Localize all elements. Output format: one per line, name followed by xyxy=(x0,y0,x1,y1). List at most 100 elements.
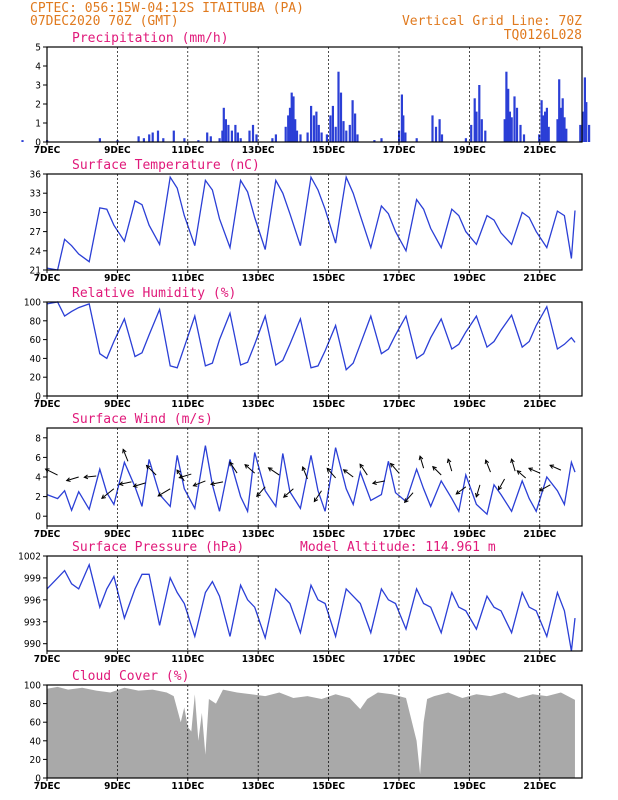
precip-bar xyxy=(354,113,357,142)
cloud-cover-area xyxy=(47,686,575,778)
pres-panel: 990 993 996 999 1002 7DEC 9DEC 11DEC 13DEC 15DEC 1… xyxy=(18,540,583,665)
rh-frame xyxy=(46,301,583,397)
x-tick-label: 15DEC xyxy=(312,654,345,665)
wind-arrow-shaft xyxy=(302,466,308,480)
x-tick-label: 19DEC xyxy=(453,399,486,410)
y-tick-label: 100 xyxy=(24,681,41,692)
precip-bar xyxy=(156,130,160,142)
x-tick-label: 9DEC xyxy=(104,273,131,284)
wind-arrow-head xyxy=(313,497,319,503)
x-tick-label: 13DEC xyxy=(242,145,275,156)
pres-frame xyxy=(46,555,583,652)
precip-bar xyxy=(151,132,154,142)
precip-bar xyxy=(172,130,175,142)
precip-bar xyxy=(583,77,586,142)
x-tick-label: 21DEC xyxy=(523,781,556,792)
wind-arrow-shaft xyxy=(256,486,266,497)
pres-series-line xyxy=(46,562,576,652)
wind-arrow-shaft xyxy=(432,466,442,476)
y-tick-label: 36 xyxy=(30,170,42,181)
precip-bar xyxy=(294,119,297,142)
wind-arrow-shaft xyxy=(326,468,336,479)
x-tick-label: 9DEC xyxy=(104,399,131,410)
x-tick-label: 17DEC xyxy=(383,145,416,156)
y-tick-label: 20 xyxy=(30,755,42,766)
precip-bar xyxy=(508,111,511,142)
precip-bar xyxy=(218,138,221,142)
wind-arrow-shaft xyxy=(268,467,280,476)
x-tick-label: 17DEC xyxy=(383,529,416,540)
x-tick-label: 9DEC xyxy=(104,654,131,665)
precip-bar xyxy=(588,124,591,142)
x-tick-label: 13DEC xyxy=(242,273,275,284)
precip-bar xyxy=(556,119,559,142)
precip-bar xyxy=(503,119,506,142)
precip-bar xyxy=(475,111,478,142)
wind-arrow-head xyxy=(498,485,503,491)
precip-bar xyxy=(310,105,313,142)
precip-bar xyxy=(559,107,563,142)
y-tick-label: 5 xyxy=(35,43,41,54)
precip-bar xyxy=(402,115,405,142)
x-tick-label: 19DEC xyxy=(453,529,486,540)
precip-bar xyxy=(209,136,212,142)
wind-arrow-head xyxy=(510,458,515,464)
wind-arrow-shaft xyxy=(179,473,192,479)
x-tick-label: 17DEC xyxy=(383,399,416,410)
precip-bar xyxy=(224,119,227,142)
wind-arrow-shaft xyxy=(390,463,400,474)
x-tick-label: 7DEC xyxy=(34,273,61,284)
wind-arrow-shaft xyxy=(528,467,540,474)
precip-bar xyxy=(470,124,473,142)
y-tick-label: 60 xyxy=(30,335,42,346)
wind-arrow-head xyxy=(178,474,184,479)
precip-bar xyxy=(234,124,237,142)
x-tick-label: 19DEC xyxy=(453,781,486,792)
precip-bar xyxy=(292,96,295,142)
x-tick-label: 7DEC xyxy=(34,781,61,792)
wind-arrow-head xyxy=(389,462,395,468)
wind-arrow-head xyxy=(118,481,124,486)
x-tick-label: 7DEC xyxy=(34,529,61,540)
precip-bar xyxy=(271,138,274,142)
precip-bar xyxy=(142,138,145,142)
precip-bar xyxy=(137,136,140,142)
precip-bar xyxy=(473,98,476,142)
wind-arrow-shaft xyxy=(45,468,58,476)
y-tick-label: 990 xyxy=(24,639,41,650)
precip-bar xyxy=(288,107,292,142)
wind-arrow-shaft xyxy=(119,481,132,485)
x-tick-label: 15DEC xyxy=(312,781,345,792)
wind-arrow-shaft xyxy=(447,458,453,472)
wind-arrow-shaft xyxy=(133,482,146,487)
wind-arrow-head xyxy=(538,487,544,492)
y-tick-label: 0 xyxy=(35,138,41,149)
x-tick-label: 13DEC xyxy=(242,529,275,540)
precip-bar xyxy=(98,138,101,142)
y-tick-label: 6 xyxy=(35,453,41,464)
precip-bar xyxy=(404,132,407,142)
precip-bar xyxy=(356,134,359,142)
wind-arrow-head xyxy=(418,455,424,461)
precip-bar xyxy=(148,134,151,142)
y-tick-label: 4 xyxy=(35,62,41,73)
wind-arrow-shaft xyxy=(511,458,516,472)
y-tick-label: 100 xyxy=(24,298,41,309)
x-tick-label: 11DEC xyxy=(171,273,204,284)
precip-bar xyxy=(522,134,526,142)
header-run-date: 07DEC2020 70Z (GMT) xyxy=(30,14,179,29)
wind-arrow-shaft xyxy=(313,490,322,502)
y-tick-label: 8 xyxy=(35,433,41,444)
precip-bar xyxy=(325,134,328,142)
wind-arrow-shaft xyxy=(516,470,527,479)
x-tick-label: 21DEC xyxy=(523,399,556,410)
precip-bar xyxy=(484,130,487,142)
precip-panel-title: Precipitation (mm/h) xyxy=(72,31,229,46)
precip-bar xyxy=(561,98,564,142)
wind-series-line xyxy=(46,445,576,516)
wind-arrows xyxy=(44,448,562,504)
wind-arrow-shaft xyxy=(372,480,385,484)
wind-arrow-head xyxy=(132,483,138,488)
wind-arrow-shaft xyxy=(485,459,491,473)
x-tick-label: 21DEC xyxy=(523,529,556,540)
